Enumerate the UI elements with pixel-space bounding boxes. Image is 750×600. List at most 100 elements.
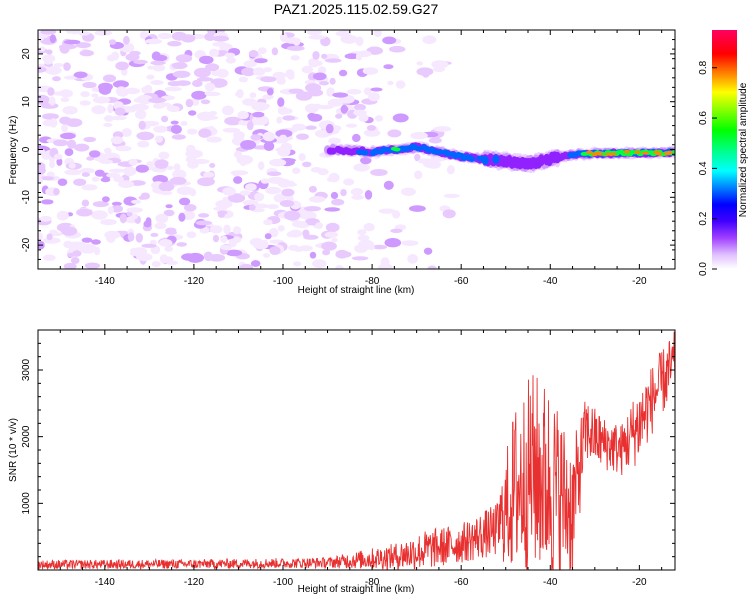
heatmap-cell [431, 60, 449, 69]
heatmap-cell [81, 237, 93, 243]
heatmap-cell [353, 163, 370, 172]
heatmap-cell [40, 30, 57, 35]
heatmap-cell [48, 69, 60, 75]
heatmap-cell [309, 251, 317, 259]
heatmap-cell [141, 243, 157, 248]
heatmap-cell [312, 259, 327, 269]
heatmap-cell [91, 176, 100, 182]
heatmap-cell [109, 168, 127, 173]
heatmap-cell [79, 100, 91, 106]
heatmap-cell [212, 35, 230, 42]
heatmap-cell [263, 141, 275, 151]
heatmap-cell [340, 189, 347, 197]
heatmap-cell [161, 115, 169, 123]
heatmap-cell [286, 45, 305, 51]
heatmap-cell [158, 181, 175, 192]
heatmap-cell [308, 185, 317, 193]
heatmap-cell [159, 190, 173, 196]
heatmap-cell [293, 261, 302, 267]
heatmap-cell [222, 127, 240, 133]
heatmap-cell [257, 47, 267, 55]
heatmap-cell [332, 92, 349, 98]
heatmap-cell [224, 116, 242, 126]
heatmap-cell [331, 237, 338, 243]
heatmap-cell [63, 262, 77, 269]
heatmap-cell [363, 223, 375, 232]
heatmap-cell [537, 154, 545, 166]
heatmap-cell [312, 51, 320, 60]
heatmap-cell [246, 121, 254, 131]
heatmap-cell [366, 125, 376, 131]
heatmap-cell [442, 209, 456, 219]
heatmap-cell [205, 63, 220, 72]
heatmap-cell [395, 80, 406, 89]
heatmap-cell [186, 231, 197, 239]
heatmap-cell [170, 120, 179, 125]
heatmap-cell [48, 96, 56, 106]
y-tick-label: -20 [21, 237, 32, 252]
heatmap-cell [296, 133, 309, 140]
heatmap-cell [172, 169, 187, 180]
heatmap-cell [186, 252, 204, 263]
heatmap-cell [40, 176, 55, 181]
heatmap-cell [186, 128, 198, 135]
heatmap-cell [159, 239, 173, 247]
heatmap-cell [328, 137, 341, 145]
colorbar-tick-label: 0.0 [698, 262, 709, 276]
heatmap-cell [215, 199, 233, 209]
heatmap-cell [80, 91, 90, 98]
heatmap-cell [303, 234, 319, 240]
heatmap-cell [199, 55, 214, 65]
heatmap-cell [401, 240, 419, 247]
heatmap-cell [335, 249, 349, 259]
y-tick-label: 1000 [21, 492, 32, 515]
heatmap-cell [42, 119, 55, 127]
heatmap-cell [212, 41, 228, 47]
colorbar-gradient [712, 30, 737, 269]
heatmap-cell [241, 67, 256, 77]
heatmap-cell [58, 44, 77, 50]
heatmap-cell [102, 74, 117, 83]
heatmap-cell [53, 188, 60, 196]
heatmap-cell [277, 106, 289, 115]
heatmap-cell [94, 169, 105, 177]
heatmap-cell [370, 169, 388, 176]
heatmap-cell [362, 67, 379, 75]
heatmap-cell [135, 109, 147, 120]
heatmap-cell [276, 77, 286, 85]
heatmap-cell [163, 209, 175, 217]
heatmap-cell [335, 265, 344, 269]
heatmap-cell [263, 219, 273, 226]
heatmap-cell [141, 120, 159, 127]
heatmap-cell [175, 54, 193, 63]
heatmap-cell [150, 60, 166, 66]
heatmap-cell [254, 58, 268, 64]
heatmap-cell [93, 96, 111, 104]
heatmap-cell [100, 177, 111, 183]
heatmap-cell [269, 158, 287, 167]
heatmap-cell [92, 201, 109, 208]
heatmap-cell [175, 72, 183, 77]
heatmap-cell [136, 131, 155, 141]
x-tick-label: -80 [365, 276, 380, 287]
heatmap-cell [102, 196, 110, 203]
heatmap-cell [220, 244, 232, 250]
heatmap-cell [60, 97, 70, 103]
x-tick-label: -120 [184, 577, 204, 588]
heatmap-cell [220, 235, 228, 243]
heatmap-cell [56, 157, 63, 166]
heatmap-cell [153, 125, 168, 133]
heatmap-cell [237, 110, 249, 120]
heatmap-cell [361, 149, 369, 156]
heatmap-cell [112, 80, 129, 89]
heatmap-cell [263, 67, 272, 73]
heatmap-cell [433, 126, 452, 132]
heatmap-cell [250, 260, 261, 267]
heatmap-cell [239, 157, 247, 167]
heatmap-cell [377, 263, 393, 269]
heatmap-cell [63, 240, 73, 248]
heatmap-cell [70, 257, 80, 264]
heatmap-cell [370, 87, 383, 92]
